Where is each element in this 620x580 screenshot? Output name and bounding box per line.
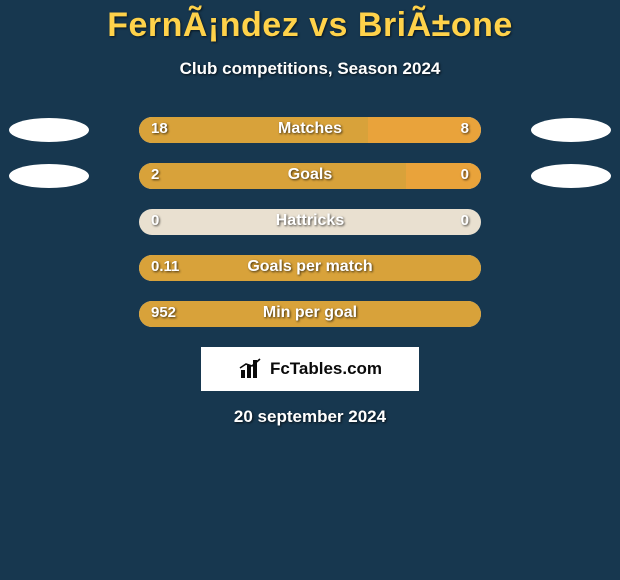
stat-row: Goals2 0 (139, 163, 481, 189)
stat-row: Goals per match0.11 (139, 255, 481, 281)
stat-row: Hattricks0 0 (139, 209, 481, 235)
stat-row: Min per goal952 (139, 301, 481, 327)
stat-value-left: 952 (151, 304, 176, 321)
stat-label: Goals per match (139, 258, 481, 276)
stat-row: Matches18 8 (139, 117, 481, 143)
stat-label: Matches (139, 120, 481, 138)
stat-value-right: 8 (461, 120, 469, 137)
stat-label: Min per goal (139, 304, 481, 322)
stat-value-left: 0 (151, 212, 159, 229)
team-badge-left (9, 164, 89, 188)
team-badge-right (531, 164, 611, 188)
brand-box[interactable]: FcTables.com (201, 347, 419, 391)
bar-chart-icon (238, 358, 264, 380)
brand-text: FcTables.com (270, 359, 382, 379)
stat-value-left: 0.11 (151, 258, 179, 275)
date-text: 20 september 2024 (0, 407, 620, 427)
stat-label: Hattricks (139, 212, 481, 230)
stat-value-right: 0 (461, 212, 469, 229)
comparison-infographic: FernÃ¡ndez vs BriÃ±one Club competitions… (0, 0, 620, 580)
stat-label: Goals (139, 166, 481, 184)
stats-container: Matches188Goals20Hattricks00Goals per ma… (0, 117, 620, 327)
stat-value-left: 18 (151, 120, 168, 137)
stat-value-right: 0 (461, 166, 469, 183)
stat-value-left: 2 (151, 166, 159, 183)
subtitle: Club competitions, Season 2024 (0, 59, 620, 79)
team-badge-left (9, 118, 89, 142)
page-title: FernÃ¡ndez vs BriÃ±one (0, 0, 620, 45)
team-badge-right (531, 118, 611, 142)
